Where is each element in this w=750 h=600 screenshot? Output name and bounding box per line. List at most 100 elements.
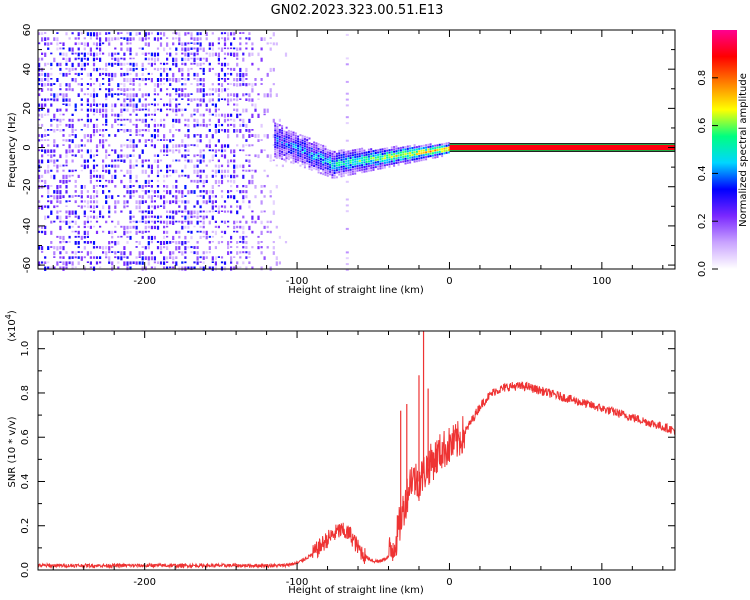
spectrogram-cell <box>236 230 239 233</box>
spectrogram-cell <box>114 113 117 117</box>
spectrogram-cell <box>144 93 147 97</box>
spectrogram-cell <box>184 220 187 223</box>
spectrogram-cell <box>74 251 77 255</box>
spectrogram-cell <box>50 241 53 244</box>
spectrogram-cell <box>294 155 297 158</box>
spectrogram-cell <box>230 159 233 163</box>
spectrogram-cell <box>150 139 153 143</box>
spectrogram-cell <box>425 146 428 149</box>
spectrogram-cell <box>135 108 138 111</box>
spectrogram-cell <box>386 156 389 159</box>
spectrogram-cell <box>367 151 370 153</box>
spectrogram-cell <box>233 47 236 50</box>
spectrogram-cell <box>65 72 68 77</box>
spectrogram-cell <box>383 159 386 162</box>
spectrogram-cell <box>144 210 147 213</box>
spectrogram-cell <box>135 78 138 80</box>
spectrogram-cell <box>111 108 114 112</box>
spectrogram-cell <box>319 172 322 175</box>
spectrogram-cell <box>345 257 349 260</box>
spectrogram-cell <box>233 118 236 122</box>
spectrogram-cell <box>272 32 275 37</box>
spectrogram-cell <box>126 129 129 132</box>
spectrogram-cell <box>251 103 254 107</box>
spectrogram-cell <box>169 164 172 168</box>
spectrogram-cell <box>214 164 217 168</box>
spectrogram-cell <box>434 144 437 147</box>
spectrogram-cell <box>245 220 248 224</box>
spectrogram-cell <box>367 158 370 161</box>
spectrogram-cell <box>159 251 163 254</box>
spectrogram-cell <box>71 32 74 35</box>
spectrogram-cell <box>163 118 166 122</box>
spectrogram-cell <box>236 78 239 82</box>
spectrogram-cell <box>308 137 311 140</box>
spectrogram-cell <box>404 162 407 165</box>
spectrogram-cell <box>245 83 248 87</box>
spectrogram-cell <box>92 123 96 129</box>
spectrogram-cell <box>315 147 318 149</box>
spectrogram-cell <box>199 195 202 197</box>
spectrogram-cell <box>68 123 71 128</box>
spectrogram-cell <box>365 151 368 154</box>
spectrogram-cell <box>123 78 126 82</box>
spectrogram-cell <box>111 37 114 41</box>
spectrogram-cell <box>377 153 380 156</box>
spectrogram-cell <box>260 266 263 271</box>
spectrogram-cell <box>202 67 205 73</box>
spectrogram-cell <box>117 241 120 245</box>
spectrogram-cell <box>92 93 96 98</box>
spectrogram-cell <box>147 261 150 266</box>
spectrogram-cell <box>242 200 245 204</box>
spectrogram-cell <box>354 163 357 166</box>
spectrogram-cell <box>156 205 160 209</box>
spectrogram-cell <box>342 156 345 159</box>
spectrogram-cell <box>239 164 242 168</box>
spectrogram-cell <box>278 138 281 141</box>
spectrogram-cell <box>358 148 361 151</box>
spectrogram-cell <box>236 246 239 249</box>
spectrogram-cell <box>230 32 233 36</box>
spectrogram-cell <box>153 93 156 96</box>
spectrogram-cell <box>126 62 129 65</box>
spectrogram-cell <box>263 134 266 138</box>
spectrogram-cell <box>108 78 111 83</box>
spectrogram-cell <box>345 158 348 160</box>
spectrogram-cell <box>156 123 160 127</box>
spectrogram-cell <box>393 162 396 165</box>
spectrogram-cell <box>349 150 352 152</box>
spectrogram-cell <box>199 139 202 143</box>
spectrogram-cell <box>211 195 214 198</box>
spectrogram-cell <box>331 176 334 179</box>
spectrogram-cell <box>199 266 202 269</box>
spectrogram-cell <box>217 113 220 117</box>
spectrogram-cell <box>283 130 286 133</box>
spectrogram-cell <box>126 37 129 42</box>
spectrogram-cell <box>71 118 74 123</box>
spectrogram-cell <box>59 108 62 112</box>
spectrogram-cell <box>285 147 288 150</box>
spectrogram-cell <box>196 139 199 143</box>
spectrogram-cell <box>248 159 251 163</box>
spectrogram-cell <box>80 78 83 80</box>
spectrogram-cell <box>172 32 175 35</box>
spectrogram-cell <box>199 149 202 154</box>
spectrogram-cell <box>138 118 141 122</box>
spectrogram-cell <box>156 215 160 219</box>
spectrogram-cell <box>227 83 230 85</box>
spectrogram-cell <box>156 185 160 188</box>
spectrogram-cell <box>126 78 129 83</box>
spectrogram-cell <box>41 72 44 76</box>
spectrogram-cell <box>217 149 220 152</box>
spectrogram-cell <box>223 205 227 209</box>
spectrogram-cell <box>89 149 92 153</box>
spectrogram-cell <box>38 246 41 250</box>
spectrogram-cell <box>163 185 166 188</box>
spectrogram-cell <box>326 163 329 165</box>
spectrogram-cell <box>422 144 425 147</box>
spectrogram-cell <box>102 42 105 45</box>
spectrogram-cell <box>333 153 336 156</box>
spectrogram-cell <box>370 167 373 169</box>
spectrogram-cell <box>175 246 178 251</box>
spectrogram-cell <box>190 98 193 102</box>
